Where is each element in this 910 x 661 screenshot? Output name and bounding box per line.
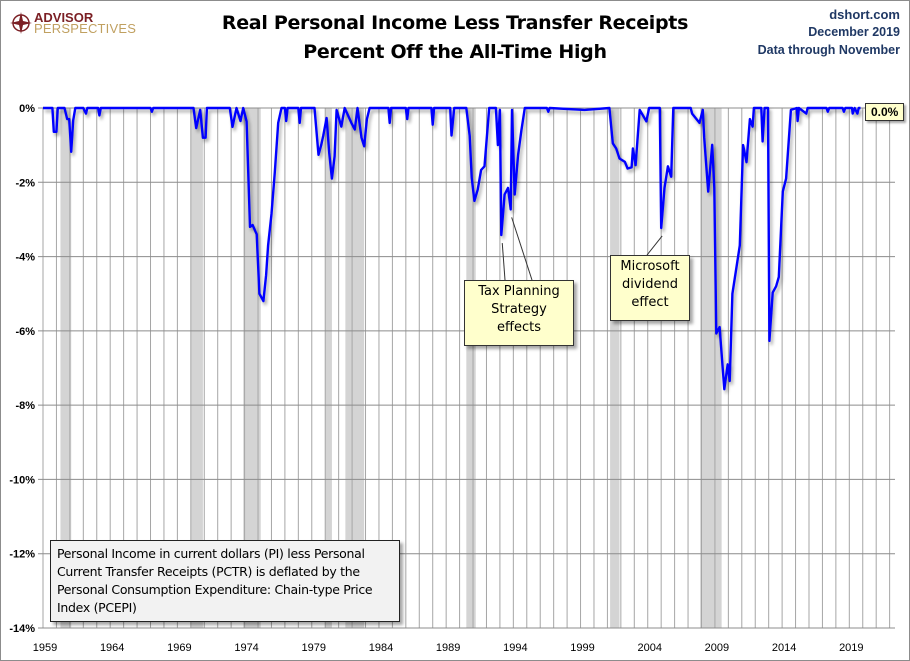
annotation-leader-line <box>511 217 533 281</box>
advisor-perspectives-logo: ADVISOR PERSPECTIVES <box>10 10 140 36</box>
recession-bar <box>190 108 203 628</box>
y-tick-label: -2% <box>15 177 35 189</box>
x-tick-label: 1969 <box>167 642 191 654</box>
date-label: December 2019 <box>808 25 900 39</box>
annotation-line: effect <box>631 295 669 310</box>
annotation-leader-line <box>501 242 506 281</box>
logo-line2: PERSPECTIVES <box>34 21 137 36</box>
y-tick-label: -6% <box>15 326 35 338</box>
chart-title-line2: Percent Off the All-Time High <box>303 41 607 63</box>
recession-bar <box>325 108 332 628</box>
x-tick-label: 2009 <box>705 642 729 654</box>
x-tick-label: 2014 <box>772 642 796 654</box>
y-tick-label: -10% <box>9 474 35 486</box>
x-tick-label: 1994 <box>503 642 527 654</box>
methodology-note: Personal Income in current dollars (PI) … <box>50 540 400 622</box>
x-tick-label: 1989 <box>436 642 460 654</box>
annotation-leader-line <box>646 235 663 256</box>
x-tick-label: 1984 <box>369 642 393 654</box>
annotation-microsoft: Microsoft dividend effect <box>610 255 690 321</box>
y-tick-label: -8% <box>15 400 35 412</box>
x-tick-label: 1974 <box>234 642 258 654</box>
x-tick-label: 1959 <box>33 642 57 654</box>
annotation-tax-planning: Tax Planning Strategy effects <box>464 280 574 346</box>
recession-bar <box>345 108 365 628</box>
x-tick-label: 2019 <box>839 642 863 654</box>
annotation-line: Tax Planning <box>478 284 560 299</box>
y-tick-label: -4% <box>15 252 35 264</box>
annotation-line: Strategy <box>491 302 547 317</box>
recession-bar <box>466 108 476 628</box>
site-label: dshort.com <box>829 7 900 22</box>
end-value-label: 0.0% <box>865 103 905 121</box>
compass-star-icon <box>10 12 32 34</box>
x-tick-label: 2004 <box>637 642 661 654</box>
y-tick-label: -14% <box>9 623 35 635</box>
recession-bar <box>60 108 72 628</box>
recession-bar <box>610 108 620 628</box>
annotation-line: Microsoft <box>620 259 680 274</box>
x-tick-label: 1964 <box>100 642 124 654</box>
y-tick-label: 0% <box>19 103 35 115</box>
recession-bar <box>700 108 722 628</box>
logo-line1: ADVISOR <box>34 10 94 25</box>
x-tick-label: 1979 <box>302 642 326 654</box>
annotation-line: effects <box>497 320 541 335</box>
x-tick-label: 1999 <box>570 642 594 654</box>
data-through-label: Data through November <box>757 43 900 57</box>
annotation-line: dividend <box>622 277 678 292</box>
chart-title-line1: Real Personal Income Less Transfer Recei… <box>221 12 689 34</box>
y-tick-label: -12% <box>9 549 35 561</box>
series-line <box>43 106 861 391</box>
